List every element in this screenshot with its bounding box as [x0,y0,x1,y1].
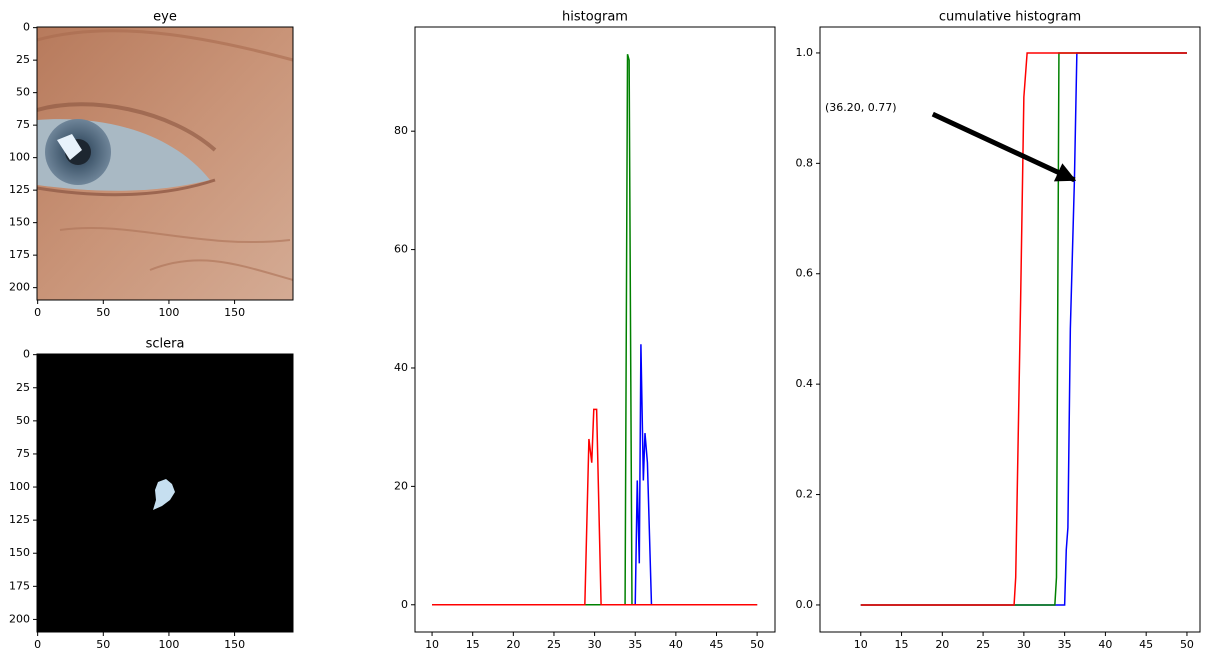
x-tick-label: 35 [1058,638,1072,651]
y-tick-label: 0 [23,21,30,34]
axes-frame [414,26,776,633]
y-tick-label: 125 [9,183,30,196]
y-tick-label: 0.6 [796,267,814,280]
y-tick-label: 1.0 [796,46,814,59]
x-tick-label: 15 [895,638,909,651]
axes-title: cumulative histogram [939,10,1081,25]
x-tick-label: 45 [1139,638,1153,651]
x-tick-label: 40 [1098,638,1112,651]
y-tick-label: 100 [9,480,30,493]
axes-title: histogram [562,10,628,25]
axes-frame [36,26,294,301]
y-tick-label: 25 [16,53,30,66]
y-tick-label: 50 [16,414,30,427]
sclera-image [37,354,293,632]
x-tick-label: 40 [669,638,683,651]
x-tick-label: 45 [709,638,723,651]
y-tick-label: 0.8 [796,156,814,169]
series-line [432,54,758,606]
annotation-text: (36.20, 0.77) [825,101,897,114]
y-tick-label: 125 [9,513,30,526]
y-tick-label: 175 [9,248,30,261]
y-tick-label: 150 [9,546,30,559]
y-tick-label: 0.2 [796,488,814,501]
x-tick-label: 50 [1180,638,1194,651]
x-tick-label: 0 [34,638,41,651]
x-tick-label: 50 [96,638,110,651]
series-line [860,52,1187,606]
x-tick-label: 50 [750,638,764,651]
y-tick-label: 0 [23,348,30,361]
x-tick-label: 150 [224,306,245,319]
y-tick-label: 40 [394,361,408,374]
x-tick-label: 30 [588,638,602,651]
x-tick-label: 100 [158,306,179,319]
y-tick-label: 0.4 [796,377,814,390]
axes-title: eye [153,10,177,25]
x-tick-label: 100 [158,638,179,651]
x-tick-label: 15 [466,638,480,651]
x-tick-label: 25 [976,638,990,651]
x-tick-label: 35 [628,638,642,651]
y-tick-label: 75 [16,118,30,131]
y-tick-label: 0.0 [796,598,814,611]
y-tick-label: 60 [394,243,408,256]
series-line [432,344,758,606]
eye-image [36,27,294,300]
y-tick-label: 175 [9,579,30,592]
y-tick-label: 200 [9,612,30,625]
y-tick-label: 50 [16,86,30,99]
axes-frame [819,26,1201,633]
x-tick-label: 50 [96,306,110,319]
y-tick-label: 200 [9,281,30,294]
x-tick-label: 10 [854,638,868,651]
x-tick-label: 0 [34,306,41,319]
y-tick-label: 0 [401,598,408,611]
x-tick-label: 20 [935,638,949,651]
series-line [432,408,758,606]
x-tick-label: 25 [547,638,561,651]
x-tick-label: 10 [425,638,439,651]
series-line [860,52,1187,606]
annotation-arrow [931,111,1077,183]
y-tick-label: 150 [9,216,30,229]
y-tick-label: 20 [394,479,408,492]
x-tick-label: 30 [1017,638,1031,651]
x-tick-label: 150 [224,638,245,651]
y-tick-label: 100 [9,151,30,164]
x-tick-label: 20 [506,638,520,651]
y-tick-label: 80 [394,124,408,137]
axes-frame [36,353,294,633]
y-tick-label: 75 [16,447,30,460]
axes-title: sclera [146,337,185,352]
y-tick-label: 25 [16,381,30,394]
